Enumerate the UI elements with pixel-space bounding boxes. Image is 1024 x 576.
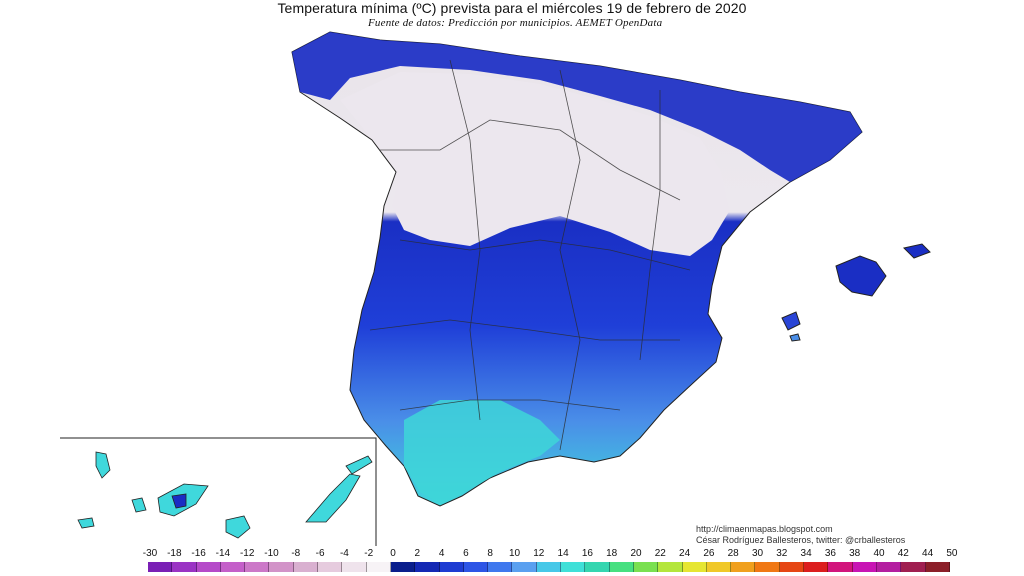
legend-tick-label: 36 bbox=[824, 548, 836, 559]
legend-swatch bbox=[439, 562, 464, 572]
legend-tick-label: 12 bbox=[533, 548, 545, 559]
legend-swatch bbox=[609, 562, 634, 572]
province-borders bbox=[369, 59, 691, 451]
legend-tick-label: 16 bbox=[581, 548, 593, 559]
meseta-cold-zone bbox=[340, 72, 730, 256]
legend-color-bar bbox=[148, 562, 950, 572]
legend-swatch bbox=[779, 562, 805, 572]
legend-tick-label: 28 bbox=[727, 548, 739, 559]
credits: http://climaenmapas.blogspot.com César R… bbox=[696, 524, 905, 546]
ibiza-shape bbox=[781, 311, 801, 331]
menorca-shape bbox=[903, 243, 931, 259]
south-mild-zone bbox=[404, 400, 560, 504]
legend-swatch bbox=[755, 562, 780, 572]
legend-tick-label: 40 bbox=[873, 548, 885, 559]
legend-tick-label: 32 bbox=[776, 548, 788, 559]
legend-tick-label: 42 bbox=[897, 548, 909, 559]
legend-swatch bbox=[536, 562, 562, 572]
legend-tick-label: 44 bbox=[922, 548, 934, 559]
legend-swatch bbox=[901, 562, 926, 572]
canary-islands bbox=[77, 451, 373, 539]
legend-swatch bbox=[415, 562, 440, 572]
legend-tick-label: -14 bbox=[215, 548, 231, 559]
legend-tick-label: 20 bbox=[630, 548, 642, 559]
legend-swatch bbox=[925, 562, 950, 572]
legend-tick-label: 8 bbox=[487, 548, 493, 559]
north-coast-band bbox=[292, 32, 862, 182]
legend-tick-label: -18 bbox=[167, 548, 182, 559]
legend-tick-label: 38 bbox=[849, 548, 861, 559]
legend-swatch bbox=[342, 562, 367, 572]
legend-swatch bbox=[172, 562, 197, 572]
legend-tick-label: 50 bbox=[946, 548, 958, 559]
formentera-shape bbox=[789, 333, 801, 342]
legend-swatch bbox=[245, 562, 270, 572]
legend-tick-label: 26 bbox=[703, 548, 715, 559]
legend-swatch bbox=[561, 562, 586, 572]
legend-tick-label: 22 bbox=[654, 548, 666, 559]
legend-labels: -30 -18 -16 -14 -12 -10 -8 -6 -4 -2 0 2 4 6 8 10 12 14 16 1… bbox=[142, 548, 958, 560]
legend-tick-label: -16 bbox=[191, 548, 206, 559]
legend-tick-label: 4 bbox=[438, 548, 445, 559]
mallorca-shape bbox=[835, 255, 887, 297]
legend-tick-label: -6 bbox=[315, 548, 325, 559]
legend-swatch bbox=[148, 562, 173, 572]
legend-swatch bbox=[706, 562, 732, 572]
canary-inset-frame bbox=[60, 437, 377, 546]
credits-author: César Rodríguez Ballesteros, twitter: @c… bbox=[696, 535, 906, 545]
legend-swatch bbox=[633, 562, 659, 572]
legend-swatch bbox=[731, 562, 756, 572]
legend-tick-label: -4 bbox=[339, 548, 349, 559]
map-title: Temperatura mínima (ºC) prevista para el… bbox=[277, 0, 747, 16]
legend-swatch bbox=[488, 562, 513, 572]
legend-swatch bbox=[390, 562, 416, 572]
legend-swatch bbox=[196, 562, 221, 572]
legend-tick-label: 10 bbox=[508, 548, 521, 559]
legend-swatch bbox=[804, 562, 829, 572]
legend-tick-label: -8 bbox=[291, 548, 301, 559]
legend-tick-label: -10 bbox=[264, 548, 279, 559]
legend-tick-label: 14 bbox=[557, 548, 569, 559]
legend-tick-label: 0 bbox=[390, 548, 396, 559]
legend-swatch bbox=[828, 562, 853, 572]
legend-swatch bbox=[463, 562, 489, 572]
legend-swatch bbox=[852, 562, 877, 572]
legend-swatch bbox=[269, 562, 294, 572]
legend-tick-label: 24 bbox=[679, 548, 691, 559]
credits-url: http://climaenmapas.blogspot.com bbox=[696, 524, 833, 534]
legend-swatch bbox=[220, 562, 246, 572]
legend-swatch bbox=[682, 562, 707, 572]
legend-tick-label: 18 bbox=[606, 548, 618, 559]
legend-swatch bbox=[293, 562, 319, 572]
legend-tick-label: 34 bbox=[800, 548, 812, 559]
legend-tick-label: -2 bbox=[364, 548, 374, 559]
legend-swatch bbox=[585, 562, 610, 572]
legend-tick-label: 6 bbox=[463, 548, 469, 559]
map-subtitle: Fuente de datos: Predicción por municipi… bbox=[368, 17, 663, 29]
legend-swatch bbox=[876, 562, 902, 572]
legend-tick-label: 30 bbox=[751, 548, 764, 559]
legend-swatch bbox=[658, 562, 683, 572]
legend-swatch bbox=[512, 562, 537, 572]
legend-tick-label: -30 bbox=[142, 548, 158, 559]
legend: -30 -18 -16 -14 -12 -10 -8 -6 -4 -2 0 2 4 6 8 10 12 14 16 1… bbox=[142, 548, 958, 576]
legend-swatch bbox=[318, 562, 343, 572]
legend-tick-label: 2 bbox=[414, 548, 421, 559]
legend-swatch bbox=[366, 562, 391, 572]
legend-tick-label: -12 bbox=[239, 548, 255, 559]
